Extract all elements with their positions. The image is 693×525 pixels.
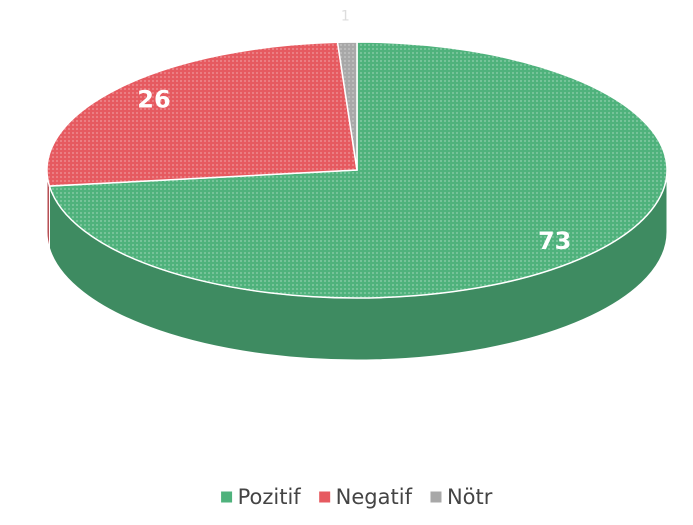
legend-label: Pozitif: [238, 485, 302, 509]
legend-item: Negatif: [318, 485, 413, 509]
legend-item: Nötr: [429, 485, 493, 509]
legend-label: Nötr: [447, 485, 493, 509]
legend: Pozitif Negatif Nötr: [220, 485, 493, 509]
legend-swatch: [429, 490, 443, 504]
data-label: 73: [538, 227, 571, 255]
pie: 73 26 1: [46, 8, 668, 361]
data-label: 26: [137, 86, 170, 114]
slice-texture: [337, 42, 357, 170]
slice-texture: [47, 42, 357, 187]
data-label: 1: [341, 8, 350, 24]
legend-label: Negatif: [336, 485, 413, 509]
legend-swatch: [318, 490, 332, 504]
legend-swatch: [220, 490, 234, 504]
legend-item: Pozitif: [220, 485, 302, 509]
slice-texture: [49, 42, 667, 298]
